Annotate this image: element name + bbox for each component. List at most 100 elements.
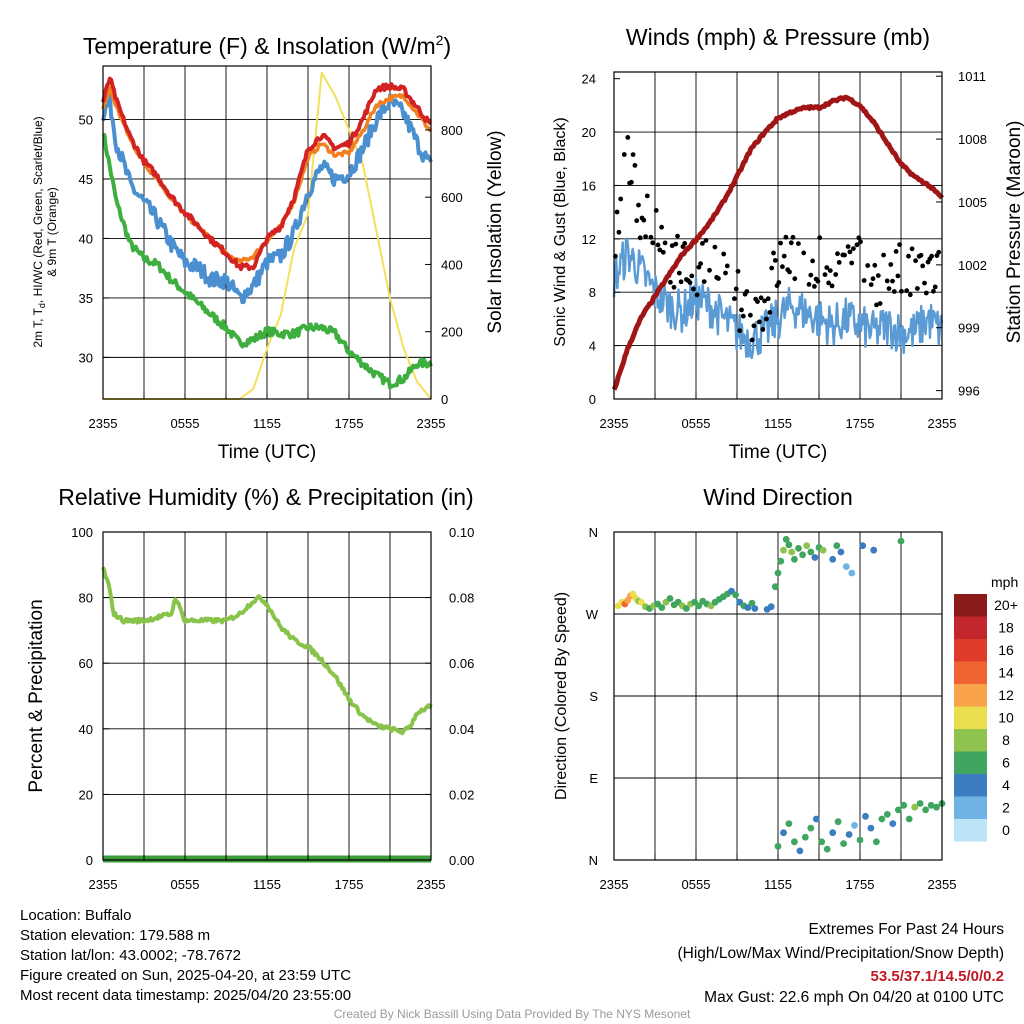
- colorbar-label: 2: [1002, 800, 1010, 816]
- direction-point: [818, 838, 826, 846]
- extremes-title: Extremes For Past 24 Hours: [808, 921, 1004, 938]
- wind-ytick-label-left: 12: [582, 232, 596, 247]
- colorbar-label: 6: [1002, 755, 1010, 771]
- temp-grid: [103, 66, 431, 399]
- gust-point: [662, 240, 668, 246]
- gust-point: [788, 240, 794, 246]
- gust-point: [836, 260, 842, 265]
- gust-point: [907, 292, 913, 298]
- speed-colorbar: 20+ 18 16 14 12 10 8 6 4 2 0: [954, 594, 1018, 842]
- rh-ytick-label-right: 0.04: [449, 722, 474, 737]
- gust-point: [904, 288, 910, 294]
- wind-ytick-label-left: 16: [582, 178, 596, 193]
- colorbar-swatch: [954, 819, 987, 842]
- temp-ytick-label-left: 40: [79, 231, 93, 246]
- direction-point: [807, 824, 815, 832]
- figure-created: Figure created on Sun, 2025-04-20, at 23…: [20, 967, 352, 984]
- gust-point: [783, 234, 789, 240]
- direction-point: [785, 541, 793, 549]
- gust-point: [923, 290, 929, 296]
- gust-point: [671, 284, 677, 290]
- gust-point: [922, 280, 927, 286]
- gust-point: [772, 258, 778, 263]
- gust-point: [637, 235, 643, 241]
- gust-point: [733, 286, 739, 292]
- gust-point: [822, 272, 828, 277]
- wind-ytick-label-left: 0: [589, 392, 596, 407]
- direction-point: [922, 806, 929, 814]
- gust-point: [659, 224, 664, 230]
- gust-point: [856, 235, 862, 241]
- gust-point: [748, 312, 753, 318]
- direction-point: [823, 845, 831, 853]
- gust-point: [847, 249, 853, 255]
- gust-point: [868, 282, 874, 287]
- gust-point: [630, 152, 636, 158]
- temp-ylabel-left: 2m T, Td, HI/WC (Red, Green, Scarlet/Blu…: [31, 116, 59, 347]
- gust-point: [888, 262, 894, 267]
- direction-point: [837, 548, 845, 556]
- gust-point: [932, 284, 938, 290]
- gust-point: [712, 244, 718, 250]
- gust-point: [641, 217, 647, 223]
- gust-point: [751, 323, 757, 329]
- dir-ytick-label: N: [589, 525, 598, 540]
- rh-xtick-label: 2355: [417, 877, 446, 892]
- dir-xtick-label: 2355: [600, 877, 629, 892]
- gust-point: [801, 250, 807, 256]
- wind-ytick-label-left: 8: [589, 285, 596, 300]
- gust-point: [618, 196, 624, 202]
- gust-point: [694, 292, 700, 298]
- direction-point: [878, 815, 886, 823]
- gust-point: [698, 261, 703, 266]
- gust-point: [660, 249, 666, 255]
- wind-xtick-label: 1755: [846, 416, 875, 431]
- gust-point: [760, 327, 766, 332]
- gust-point: [765, 296, 771, 302]
- rh-ytick-label-left: 100: [71, 525, 93, 540]
- wind-panel: Winds (mph) & Pressure (mb) 2355 0555 1155…: [552, 24, 1024, 463]
- recent-timestamp: Most recent data timestamp: 2025/04/20 2…: [20, 987, 352, 1004]
- direction-point: [845, 831, 853, 838]
- direction-point: [911, 803, 919, 811]
- direction-point: [695, 602, 703, 610]
- temp-xtick-label: 1755: [335, 416, 364, 431]
- rh-ytick-label-right: 0.00: [449, 853, 474, 868]
- colorbar-swatch: [954, 616, 987, 639]
- direction-point: [812, 815, 820, 823]
- gust-point: [625, 135, 631, 140]
- colorbar-swatch: [954, 661, 987, 684]
- direction-point: [867, 824, 875, 832]
- rh-xtick-label: 0555: [171, 877, 200, 892]
- wind-ytick-label-right: 999: [958, 321, 980, 336]
- gust-point: [915, 286, 920, 291]
- direction-point: [801, 833, 809, 841]
- colorbar-swatch: [954, 751, 987, 774]
- direction-point: [782, 535, 790, 543]
- gust-point: [614, 209, 620, 215]
- wind-ytick-label-left: 4: [589, 339, 596, 354]
- gust-point: [755, 299, 760, 304]
- rh-ytick-label-right: 0.02: [449, 787, 474, 802]
- direction-point: [842, 563, 850, 570]
- gust-point: [653, 208, 659, 213]
- direction-point: [744, 604, 752, 611]
- gust-point: [806, 282, 812, 287]
- gust-point: [776, 280, 782, 285]
- gust-point: [716, 276, 721, 281]
- gust-point: [687, 280, 693, 285]
- svg-text:2m T, Td, HI/WC (Red, Green, S: 2m T, Td, HI/WC (Red, Green, Scarlet/Blu…: [31, 116, 47, 347]
- gust-point: [767, 310, 773, 315]
- gust-point: [817, 235, 823, 241]
- direction-point: [767, 603, 775, 611]
- gust-point: [696, 264, 702, 270]
- rh-ytick-label-right: 0.08: [449, 591, 474, 606]
- gust-point: [845, 244, 851, 250]
- gust-point: [739, 307, 744, 313]
- colorbar-label: 14: [998, 665, 1014, 681]
- gust-point: [824, 265, 830, 270]
- rh-ytick-label-left: 20: [79, 787, 93, 802]
- direction-point: [870, 546, 878, 554]
- direction-point: [848, 569, 856, 577]
